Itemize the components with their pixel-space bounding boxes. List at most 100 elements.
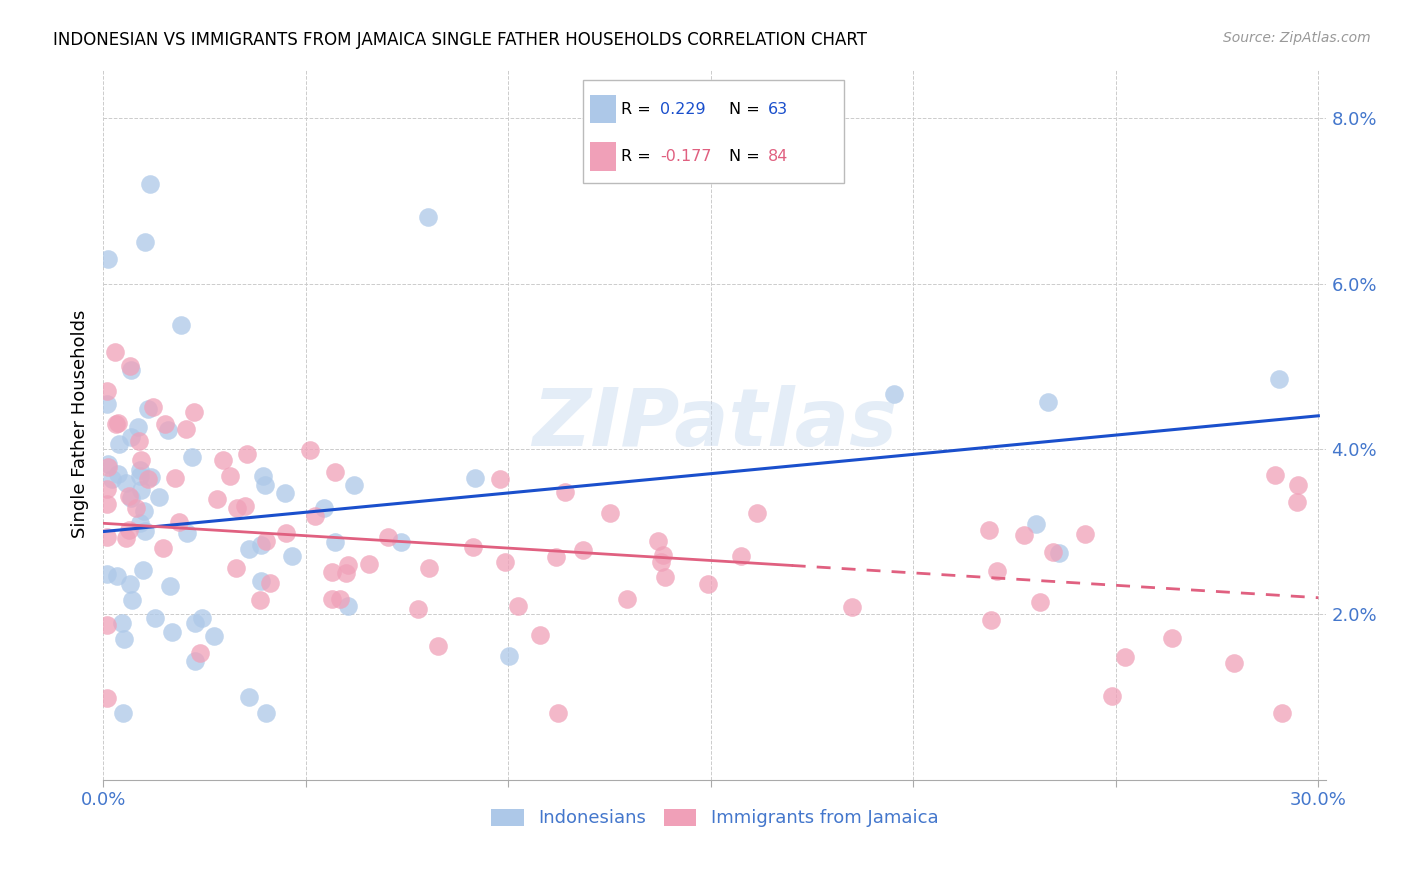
- Point: [120, 430, 142, 444]
- Text: 63: 63: [768, 102, 789, 117]
- Point: [184, 616, 207, 631]
- Point: [96, 397, 118, 411]
- Point: [97, 458, 120, 472]
- Point: [1047, 546, 1070, 560]
- Point: [489, 472, 512, 486]
- Point: [96, 530, 118, 544]
- Point: [312, 500, 335, 515]
- Point: [233, 499, 256, 513]
- Point: [1025, 516, 1047, 531]
- Point: [128, 516, 150, 530]
- Point: [148, 490, 170, 504]
- Point: [654, 570, 676, 584]
- Point: [249, 538, 271, 552]
- Point: [250, 574, 273, 588]
- Point: [389, 534, 412, 549]
- Point: [111, 706, 134, 721]
- Point: [225, 561, 247, 575]
- Point: [105, 417, 128, 431]
- Text: R =: R =: [621, 102, 651, 117]
- Point: [253, 477, 276, 491]
- Point: [202, 629, 225, 643]
- Point: [304, 509, 326, 524]
- Text: R =: R =: [621, 149, 651, 164]
- Point: [101, 472, 124, 486]
- Point: [980, 613, 1002, 627]
- Point: [129, 463, 152, 477]
- Point: [96, 482, 118, 496]
- Point: [143, 611, 166, 625]
- Point: [107, 467, 129, 482]
- Point: [986, 564, 1008, 578]
- Point: [343, 478, 366, 492]
- Point: [108, 437, 131, 451]
- Point: [321, 592, 343, 607]
- FancyBboxPatch shape: [591, 142, 616, 170]
- Point: [139, 178, 162, 192]
- Point: [1114, 650, 1136, 665]
- Point: [426, 639, 449, 653]
- Point: [129, 452, 152, 467]
- Point: [406, 602, 429, 616]
- FancyBboxPatch shape: [583, 80, 844, 183]
- Point: [498, 648, 520, 663]
- Point: [252, 469, 274, 483]
- Point: [174, 422, 197, 436]
- Point: [335, 566, 357, 580]
- Point: [1285, 495, 1308, 509]
- Point: [118, 523, 141, 537]
- Point: [96, 384, 118, 398]
- Point: [134, 504, 156, 518]
- Point: [136, 401, 159, 416]
- Point: [155, 417, 177, 431]
- Point: [1029, 595, 1052, 609]
- Point: [111, 616, 134, 631]
- Point: [696, 577, 718, 591]
- Point: [336, 599, 359, 613]
- Point: [225, 501, 247, 516]
- Point: [1160, 631, 1182, 645]
- Point: [1271, 706, 1294, 721]
- Point: [464, 471, 486, 485]
- Point: [188, 646, 211, 660]
- Point: [730, 549, 752, 563]
- Point: [184, 653, 207, 667]
- Point: [1286, 478, 1309, 492]
- Text: ZIPatlas: ZIPatlas: [533, 385, 897, 463]
- Point: [181, 450, 204, 465]
- Point: [652, 548, 675, 562]
- Point: [118, 577, 141, 591]
- Point: [114, 532, 136, 546]
- Point: [238, 541, 260, 556]
- Text: 84: 84: [768, 149, 789, 164]
- Point: [219, 469, 242, 483]
- Point: [97, 252, 120, 266]
- Point: [281, 549, 304, 564]
- Text: -0.177: -0.177: [661, 149, 711, 164]
- Point: [1264, 468, 1286, 483]
- Point: [298, 442, 321, 457]
- Point: [883, 386, 905, 401]
- Point: [159, 579, 181, 593]
- Point: [207, 492, 229, 507]
- Point: [236, 447, 259, 461]
- Point: [508, 599, 530, 613]
- Point: [747, 506, 769, 520]
- Point: [131, 563, 153, 577]
- Point: [377, 530, 399, 544]
- Point: [599, 506, 621, 520]
- Point: [121, 592, 143, 607]
- Point: [97, 460, 120, 475]
- Point: [96, 497, 118, 511]
- Point: [259, 576, 281, 591]
- Point: [254, 533, 277, 548]
- Point: [142, 400, 165, 414]
- Point: [96, 690, 118, 705]
- Point: [547, 706, 569, 721]
- Point: [647, 533, 669, 548]
- Point: [128, 434, 150, 448]
- FancyBboxPatch shape: [591, 95, 616, 123]
- Point: [1012, 528, 1035, 542]
- Point: [96, 566, 118, 581]
- Point: [418, 211, 440, 225]
